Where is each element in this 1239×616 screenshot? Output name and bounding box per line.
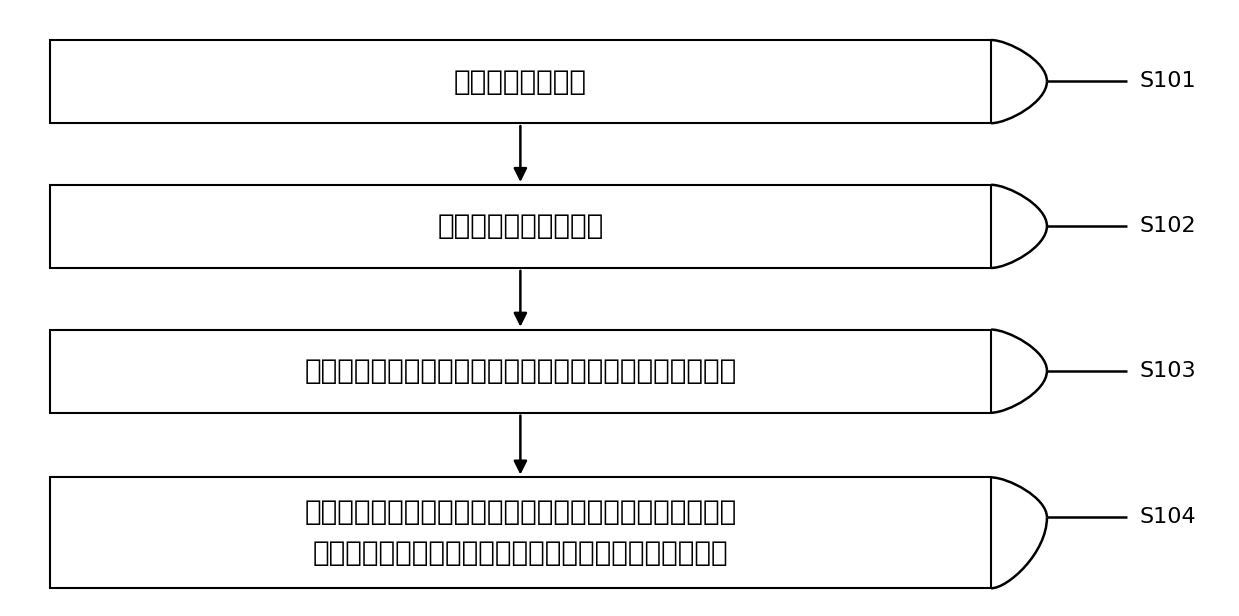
FancyBboxPatch shape (50, 40, 991, 123)
FancyBboxPatch shape (50, 330, 991, 413)
Text: S101: S101 (1140, 71, 1197, 91)
FancyBboxPatch shape (50, 185, 991, 268)
Text: S102: S102 (1140, 216, 1197, 236)
Text: 获取整车功率请求: 获取整车功率请求 (453, 68, 587, 95)
Text: 若是，调整所述燃料电池电堆的输出功率和数量，以使剩余
工作的燃料电池电堆的总输出功率满足所述整车功率请求: 若是，调整所述燃料电池电堆的输出功率和数量，以使剩余 工作的燃料电池电堆的总输出… (305, 498, 736, 567)
Text: 启动所有燃料电池电堆: 启动所有燃料电池电堆 (437, 213, 603, 240)
Text: S104: S104 (1140, 508, 1197, 527)
FancyBboxPatch shape (50, 477, 991, 588)
Text: 判断每一所述燃料电池电堆的输出电压是否小于预设电压值: 判断每一所述燃料电池电堆的输出电压是否小于预设电压值 (305, 357, 736, 385)
Text: S103: S103 (1140, 361, 1197, 381)
